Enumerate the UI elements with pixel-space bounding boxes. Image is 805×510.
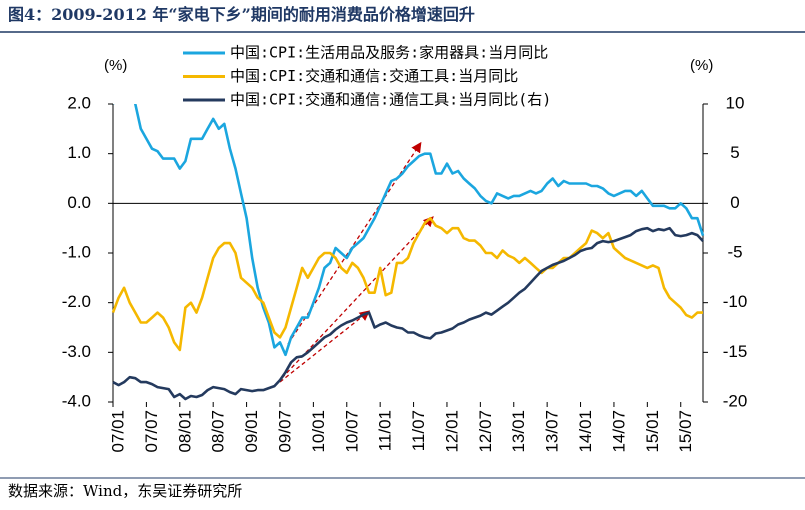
x-tick-label: 07/01 bbox=[108, 410, 127, 453]
series-line bbox=[112, 226, 704, 401]
x-tick-label: 12/01 bbox=[442, 410, 461, 453]
x-tick-label: 11/01 bbox=[376, 410, 395, 451]
legend-label: 中国:CPI:交通和通信:交通工具:当月同比 bbox=[230, 67, 518, 85]
y2-tick-label: 0 bbox=[730, 193, 739, 212]
x-tick-label: 14/01 bbox=[576, 410, 595, 453]
y2-tick-label: -5 bbox=[727, 242, 742, 261]
source: 数据来源：Wind，东吴证券研究所 bbox=[8, 482, 242, 500]
x-tick-label: 13/07 bbox=[543, 410, 562, 453]
x-tick-label: 08/07 bbox=[209, 410, 228, 453]
y-tick-label: -4.0 bbox=[62, 391, 91, 410]
annotation-arrows bbox=[279, 141, 434, 383]
x-tick-label: 15/07 bbox=[676, 410, 695, 453]
x-tick-label: 12/07 bbox=[476, 410, 495, 453]
x-tick-label: 09/07 bbox=[275, 410, 294, 453]
y2-tick-label: -10 bbox=[723, 292, 748, 311]
x-tick-label: 07/07 bbox=[142, 410, 161, 453]
y-tick-label: -1.0 bbox=[62, 242, 91, 261]
y2-tick-label: 10 bbox=[726, 93, 745, 112]
x-tick-label: 13/01 bbox=[509, 410, 528, 453]
legend-label: 中国:CPI:生活用品及服务:家用器具:当月同比 bbox=[230, 44, 548, 62]
x-tick-label: 11/07 bbox=[409, 410, 428, 451]
x-tick-label: 14/07 bbox=[609, 410, 628, 453]
y-tick-label: 2.0 bbox=[67, 93, 91, 112]
series-line bbox=[111, 216, 703, 352]
chart-title: 图4：2009-2012 年“家电下乡”期间的耐用消费品价格增速回升 bbox=[8, 5, 475, 24]
plot-area bbox=[111, 104, 705, 401]
x-tick-label: 09/01 bbox=[242, 410, 261, 453]
y-tick-label: 0.0 bbox=[67, 193, 91, 212]
y2-unit: (%) bbox=[690, 57, 713, 74]
x-tick-label: 10/07 bbox=[342, 410, 361, 453]
x-tick-label: 10/01 bbox=[309, 410, 328, 453]
y2-tick-label: -20 bbox=[723, 391, 748, 410]
x-tick-label: 15/01 bbox=[643, 410, 662, 453]
y2-tick-label: 5 bbox=[730, 143, 739, 162]
y2-tick-label: -15 bbox=[723, 342, 748, 361]
y-tick-label: 1.0 bbox=[67, 143, 91, 162]
series-line bbox=[113, 104, 705, 357]
y-unit: (%) bbox=[104, 57, 127, 74]
y-tick-label: -2.0 bbox=[62, 292, 91, 311]
x-tick-label: 08/01 bbox=[175, 410, 194, 453]
legend-label: 中国:CPI:交通和通信:通信工具:当月同比(右) bbox=[230, 91, 551, 109]
y-tick-label: -3.0 bbox=[62, 342, 91, 361]
